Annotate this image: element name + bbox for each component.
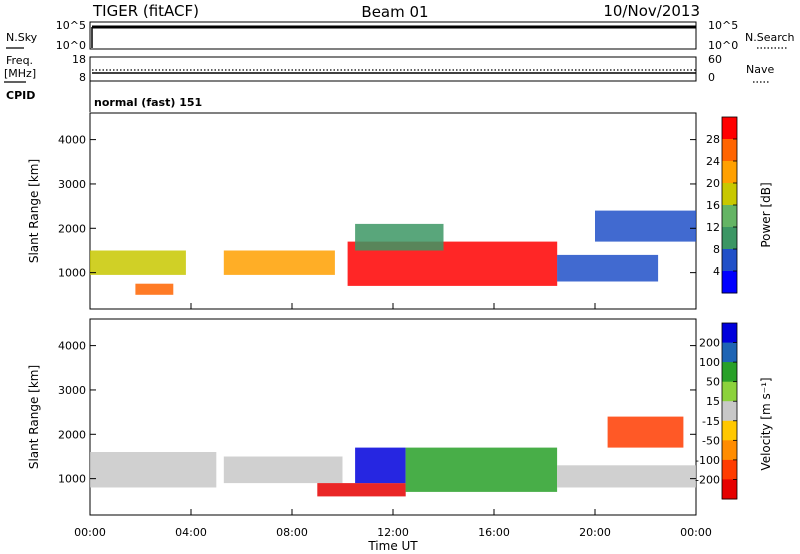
velocity-echo-region-6 <box>557 465 696 488</box>
velocity-colorbar-swatch-9 <box>722 479 737 500</box>
power-colorbar-swatch-4 <box>722 183 737 206</box>
velocity-colorbar-swatch-8 <box>722 459 737 480</box>
nsearch-tick-bottom: 10^0 <box>708 39 738 52</box>
nsky-label: N.Sky <box>6 31 38 44</box>
x-tick-label-5: 16:00 <box>478 526 510 539</box>
power-ytick-label-2: 2000 <box>58 222 86 235</box>
power-colorbar-swatch-7 <box>722 249 737 272</box>
velocity-echo-region-7 <box>607 416 684 448</box>
power-colorbar-tick-label-7: 4 <box>713 265 720 278</box>
power-echo-region-5 <box>355 223 444 251</box>
station-title: TIGER (fitACF) <box>92 2 199 20</box>
power-colorbar-tick-label-3: 20 <box>706 177 720 190</box>
velocity-colorbar-swatch-4 <box>722 381 737 402</box>
velocity-ytick-label-4: 4000 <box>58 340 86 353</box>
beam-title: Beam 01 <box>361 3 428 21</box>
nave-tick-top: 60 <box>708 53 722 66</box>
power-echo-region-6 <box>557 254 659 282</box>
power-features <box>90 210 696 295</box>
power-ylabel: Slant Range [km] <box>27 159 41 263</box>
velocity-colorbar-tick-label-1: 200 <box>699 337 720 350</box>
power-colorbar-tick-label-4: 16 <box>706 199 720 212</box>
velocity-colorbar-swatch-6 <box>722 420 737 441</box>
velocity-echo-region-3 <box>317 483 406 497</box>
velocity-colorbar-tick-label-2: 100 <box>699 356 720 369</box>
velocity-ylabel: Slant Range [km] <box>27 365 41 469</box>
velocity-colorbar-swatch-2 <box>722 342 737 363</box>
nave-label: Nave <box>746 63 774 76</box>
power-panel: 1000 2000 3000 4000 Slant Range [km] 28 24 20… <box>27 112 773 310</box>
nave-tick-bottom: 0 <box>708 71 715 84</box>
power-colorbar-swatch-2 <box>722 139 737 162</box>
velocity-echo-region-4 <box>355 447 406 484</box>
freq-panel <box>89 56 697 82</box>
velocity-yticks: 1000 2000 3000 4000 <box>58 340 696 486</box>
velocity-colorbar-tick-label-4: 15 <box>706 395 720 408</box>
x-tick-label-4: 12:00 <box>377 526 409 539</box>
velocity-echo-region-2 <box>223 456 343 484</box>
velocity-colorbar-swatch-5 <box>722 401 737 422</box>
date-title: 10/Nov/2013 <box>603 2 700 20</box>
nsky-tick-bottom: 10^0 <box>56 39 86 52</box>
freq-tick-top: 18 <box>72 53 86 66</box>
x-tick-label-2: 04:00 <box>175 526 207 539</box>
power-colorbar-tick-label-1: 28 <box>706 133 720 146</box>
velocity-colorbar-swatch-1 <box>722 323 737 344</box>
power-echo-region-2 <box>135 283 174 295</box>
velocity-colorbar-frame <box>721 322 738 500</box>
power-echo-region-7 <box>595 210 696 242</box>
power-ytick-label-4: 4000 <box>58 134 86 147</box>
velocity-colorbar-tick-label-5: -15 <box>702 415 720 428</box>
x-tick-label-3: 08:00 <box>276 526 308 539</box>
velocity-features <box>90 416 696 497</box>
velocity-colorbar-tick-label-3: 50 <box>706 376 720 389</box>
power-ytick-label-1: 1000 <box>58 267 86 280</box>
x-tick-label-1: 00:00 <box>74 526 106 539</box>
velocity-colorbar-swatch-3 <box>722 362 737 383</box>
power-colorbar-label: Power [dB] <box>759 182 773 247</box>
freq-tick-bottom: 8 <box>79 71 86 84</box>
velocity-ytick-label-2: 2000 <box>58 428 86 441</box>
x-tick-label-7: 00:00 <box>680 526 712 539</box>
velocity-colorbar-swatch-7 <box>722 440 737 461</box>
velocity-colorbar-tick-label-7: -100 <box>695 454 720 467</box>
x-axis-label: Time UT <box>367 539 418 553</box>
power-colorbar-swatch-6 <box>722 227 737 250</box>
x-tick-label-6: 20:00 <box>579 526 611 539</box>
velocity-colorbar-tick-label-6: -50 <box>702 434 720 447</box>
power-colorbar-swatch-3 <box>722 161 737 184</box>
x-axis-ticks: 00:00 04:00 08:00 12:00 16:00 20:00 00:00 <box>74 303 712 539</box>
velocity-ytick-label-1: 1000 <box>58 473 86 486</box>
power-colorbar-swatch-5 <box>722 205 737 228</box>
velocity-colorbar-tick-label-8: -200 <box>695 473 720 486</box>
power-colorbar: 28 24 20 16 12 8 4 <box>706 116 738 294</box>
power-colorbar-tick-label-2: 24 <box>706 155 720 168</box>
power-echo-region-3 <box>223 250 335 275</box>
velocity-echo-region-5 <box>405 447 558 492</box>
nsearch-label: N.Search <box>745 31 795 44</box>
cpid-label: CPID <box>6 89 35 102</box>
freq-label-line1: Freq. <box>6 54 33 67</box>
velocity-colorbar-label: Velocity [m s⁻¹] <box>759 377 773 470</box>
power-yticks: 1000 2000 3000 4000 <box>58 134 696 280</box>
cpid-value: normal (fast) 151 <box>94 96 202 109</box>
power-echo-region-1 <box>90 250 186 275</box>
velocity-echo-region-1 <box>90 452 217 488</box>
power-colorbar-swatch-1 <box>722 117 737 140</box>
nsky-tick-top: 10^5 <box>56 19 86 32</box>
freq-label-line2: [MHz] <box>4 67 36 80</box>
velocity-colorbar: 200 100 50 15 -15 -50 -100 -200 <box>695 322 738 500</box>
power-colorbar-tick-label-6: 8 <box>713 243 720 256</box>
velocity-ytick-label-3: 3000 <box>58 384 86 397</box>
power-colorbar-tick-label-5: 12 <box>706 221 720 234</box>
power-colorbar-swatch-8 <box>722 271 737 294</box>
nsearch-tick-top: 10^5 <box>708 19 738 32</box>
power-ytick-label-3: 3000 <box>58 178 86 191</box>
